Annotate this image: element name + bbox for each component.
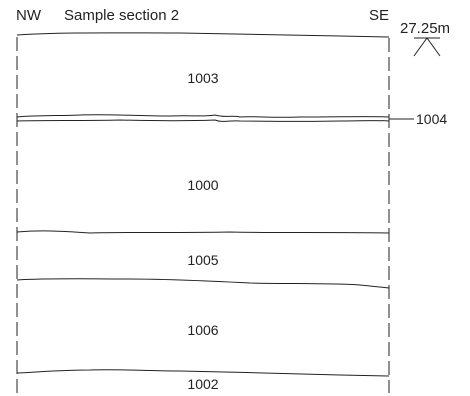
context-label-1006: 1006 <box>187 322 218 338</box>
context-1004-layer <box>16 114 414 122</box>
context-label-1003: 1003 <box>187 70 218 86</box>
nw-direction-label: NW <box>16 7 42 24</box>
context-label-1002: 1002 <box>187 376 218 392</box>
context-label-1005: 1005 <box>187 252 218 268</box>
se-direction-label: SE <box>369 7 389 24</box>
boundary-1005-1006 <box>16 278 390 289</box>
context-1004-lower-boundary <box>16 119 390 122</box>
context-label-1004: 1004 <box>416 111 447 127</box>
ground-surface-line <box>16 32 390 38</box>
boundary-1000-1005 <box>16 230 390 234</box>
datum-marker: 27.25m <box>400 20 450 57</box>
datum-triangle-icon <box>413 37 441 57</box>
section-title: Sample section 2 <box>64 7 179 24</box>
context-label-1000: 1000 <box>187 177 218 193</box>
datum-elevation-label: 27.25m <box>400 20 450 37</box>
context-1004-upper-boundary <box>16 114 390 118</box>
boundary-1006-1002 <box>16 369 390 377</box>
